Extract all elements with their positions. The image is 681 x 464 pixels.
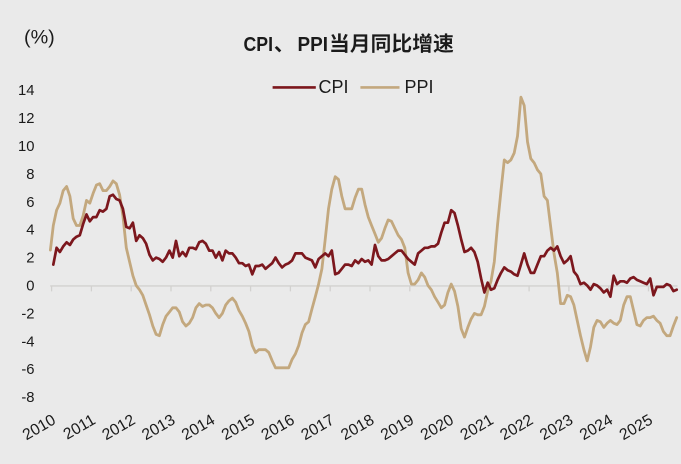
svg-text:14: 14 [18,83,34,99]
svg-text:4: 4 [26,223,34,239]
svg-text:-2: -2 [21,306,34,322]
svg-text:-6: -6 [21,362,34,378]
svg-text:6: 6 [26,195,34,211]
svg-text:CPI: CPI [244,34,274,56]
svg-text:8: 8 [26,167,34,183]
svg-text:PPI: PPI [405,77,434,97]
svg-text:-4: -4 [21,334,34,350]
svg-text:12: 12 [18,111,34,127]
svg-text:0: 0 [26,279,34,295]
svg-text:-8: -8 [21,390,34,406]
svg-text:CPI: CPI [319,77,349,97]
svg-text:2: 2 [26,251,34,267]
svg-text:PPI: PPI [298,34,329,56]
svg-text:10: 10 [18,139,34,155]
svg-text:(%): (%) [24,26,55,48]
